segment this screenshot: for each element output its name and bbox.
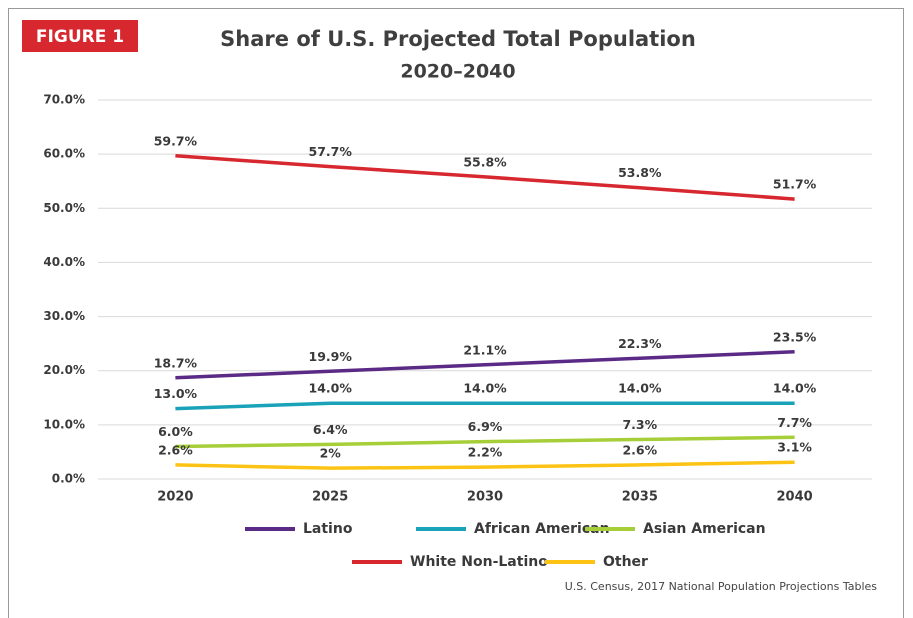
series-line [175,401,795,411]
legend-label: Latino [303,521,353,537]
legend-label: Asian American [643,521,766,537]
data-label: 14.0% [463,381,507,396]
data-label: 6.4% [313,422,348,437]
badge: FIGURE 1 [36,27,124,47]
data-label: 3.1% [777,440,812,455]
data-label: 6.9% [468,419,503,434]
x-tick-label: 2040 [777,490,813,505]
x-tick-label: 2030 [467,490,503,505]
data-label: 14.0% [773,381,817,396]
data-label: 59.7% [154,133,198,148]
y-tick-label: 20.0% [43,363,85,377]
y-tick-label: 0.0% [52,472,85,486]
series-line [175,350,795,380]
data-label: 2% [320,446,342,461]
data-label: 13.0% [154,386,198,401]
series-line [175,460,795,470]
data-label: 14.0% [309,381,353,396]
data-label: 53.8% [618,165,662,180]
y-tick-label: 40.0% [43,255,85,269]
data-label: 6.0% [158,424,193,439]
data-label: 19.9% [309,349,353,364]
legend-label: African American [474,521,610,537]
data-label: 21.1% [463,342,507,357]
data-label: 22.3% [618,336,662,351]
series-line [175,154,795,201]
y-tick-label: 70.0% [43,93,85,107]
data-label: 2.6% [158,442,193,457]
data-label: 2.6% [622,442,657,457]
source-note: U.S. Census, 2017 National Population Pr… [565,580,878,593]
data-label: 2.2% [468,445,503,460]
badge-box [22,20,138,52]
data-label: 18.7% [154,355,198,370]
data-label: 14.0% [618,381,662,396]
legend-label: White Non-Latino [410,554,548,570]
chart-subtitle: 2020–2040 [400,61,515,83]
series-line [175,435,795,449]
data-label: 57.7% [309,144,353,159]
x-tick-label: 2020 [157,490,193,505]
x-tick-label: 2035 [622,490,658,505]
data-label: 51.7% [773,177,817,192]
y-tick-label: 50.0% [43,201,85,215]
y-tick-label: 30.0% [43,309,85,323]
data-label: 7.3% [622,417,657,432]
y-tick-label: 60.0% [43,147,85,161]
x-tick-label: 2025 [312,490,348,505]
data-label: 7.7% [777,415,812,430]
legend-label: Other [603,554,648,570]
frame [8,8,904,618]
data-label: 55.8% [463,154,507,169]
data-label: 23.5% [773,329,817,344]
y-tick-label: 10.0% [43,417,85,431]
chart-title: Share of U.S. Projected Total Population [220,27,696,51]
